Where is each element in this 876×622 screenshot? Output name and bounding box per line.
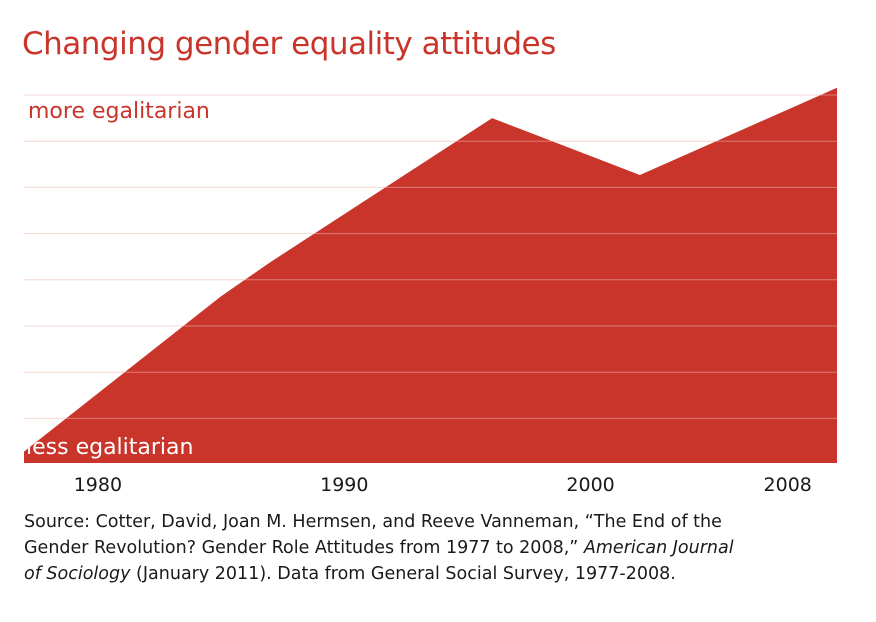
chart-title: Changing gender equality attitudes: [22, 26, 556, 62]
y-top-label: more egalitarian: [28, 99, 210, 124]
x-tick-label: 2000: [566, 474, 614, 496]
x-tick-label: 2008: [764, 474, 812, 496]
area-chart: more egalitarian less egalitarian 1980 19…: [24, 87, 837, 496]
source-line-3: (January 2011). Data from General Social…: [130, 564, 676, 584]
source-line-1: Source: Cotter, David, Joan M. Hermsen, …: [24, 512, 722, 532]
x-axis-ticks: 1980 1990 2000 2008: [74, 474, 812, 496]
x-tick-label: 1990: [320, 474, 368, 496]
area-series: [24, 87, 837, 464]
y-bottom-label: less egalitarian: [26, 435, 193, 460]
source-journal-2: of Sociology: [24, 564, 131, 584]
x-tick-label: 1980: [74, 474, 122, 496]
source-line-2: Gender Revolution? Gender Role Attitudes…: [24, 538, 584, 558]
source-journal-1: American Journal: [583, 538, 734, 558]
source-note: Source: Cotter, David, Joan M. Hermsen, …: [24, 509, 854, 587]
gridlines-overlay: [24, 94, 837, 419]
